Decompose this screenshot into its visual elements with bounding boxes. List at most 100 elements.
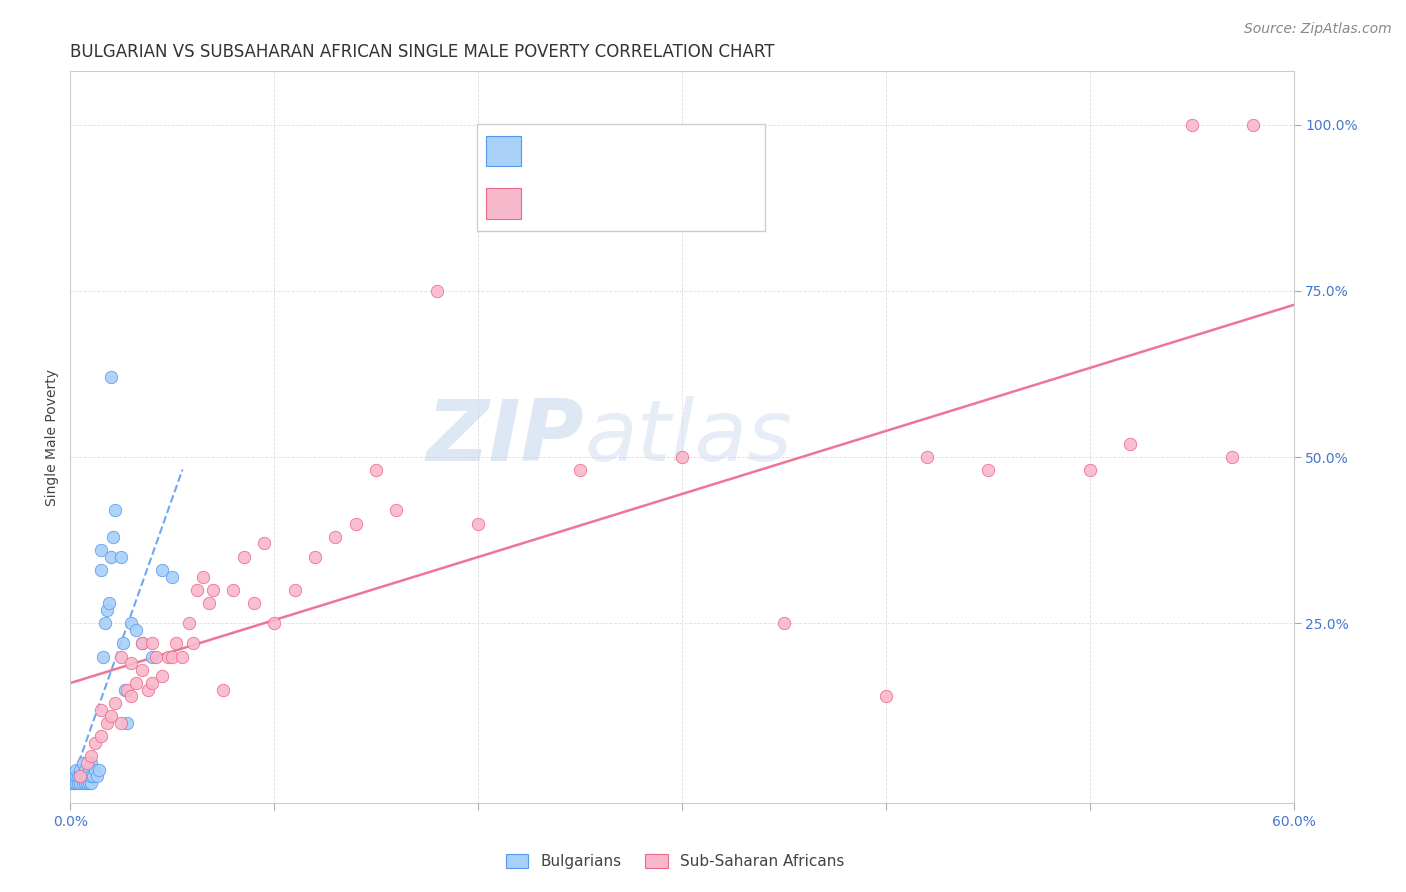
Point bbox=[467, 516, 489, 531]
Point bbox=[150, 563, 173, 577]
Point bbox=[83, 736, 105, 750]
Point bbox=[1241, 118, 1264, 132]
Point bbox=[191, 570, 214, 584]
Point bbox=[101, 530, 124, 544]
Point bbox=[76, 776, 98, 790]
Point bbox=[94, 616, 117, 631]
Point bbox=[165, 636, 187, 650]
Point bbox=[96, 603, 118, 617]
Point bbox=[198, 596, 221, 610]
Point bbox=[69, 769, 91, 783]
Point bbox=[366, 463, 388, 477]
Point bbox=[67, 769, 90, 783]
Point bbox=[117, 716, 139, 731]
Point bbox=[222, 582, 245, 597]
Point bbox=[121, 656, 143, 670]
Point bbox=[63, 769, 86, 783]
Point bbox=[875, 690, 897, 704]
Point bbox=[385, 503, 408, 517]
Point bbox=[426, 284, 449, 298]
Point bbox=[72, 776, 94, 790]
Point bbox=[124, 623, 146, 637]
Point bbox=[172, 649, 194, 664]
Point bbox=[110, 716, 132, 731]
Point bbox=[915, 450, 938, 464]
Point bbox=[73, 769, 96, 783]
Point bbox=[83, 763, 105, 777]
Point bbox=[117, 682, 139, 697]
Point bbox=[110, 549, 132, 564]
Point bbox=[100, 370, 122, 384]
Point bbox=[131, 663, 153, 677]
Point bbox=[79, 769, 103, 783]
Text: Source: ZipAtlas.com: Source: ZipAtlas.com bbox=[1244, 22, 1392, 37]
Point bbox=[114, 682, 136, 697]
Point bbox=[1220, 450, 1243, 464]
Point bbox=[104, 503, 127, 517]
Point bbox=[77, 763, 100, 777]
Point bbox=[243, 596, 266, 610]
Point bbox=[90, 543, 112, 558]
Point bbox=[86, 769, 108, 783]
Point bbox=[162, 649, 183, 664]
Point bbox=[131, 636, 153, 650]
Point bbox=[72, 769, 94, 783]
Point bbox=[104, 696, 127, 710]
Point bbox=[73, 763, 96, 777]
Point bbox=[79, 776, 103, 790]
Point bbox=[568, 463, 592, 477]
Point bbox=[90, 703, 112, 717]
Point bbox=[91, 649, 114, 664]
Point bbox=[232, 549, 254, 564]
Point bbox=[98, 596, 121, 610]
Point bbox=[79, 749, 103, 764]
Point bbox=[976, 463, 998, 477]
Legend: Bulgarians, Sub-Saharan Africans: Bulgarians, Sub-Saharan Africans bbox=[499, 848, 851, 875]
Point bbox=[145, 649, 167, 664]
Point bbox=[96, 716, 118, 731]
Point bbox=[67, 776, 90, 790]
Point bbox=[87, 763, 110, 777]
Point bbox=[131, 636, 153, 650]
Point bbox=[141, 676, 163, 690]
Point bbox=[121, 616, 143, 631]
Point bbox=[76, 769, 98, 783]
Point bbox=[177, 616, 200, 631]
Point bbox=[69, 769, 91, 783]
Point bbox=[73, 776, 96, 790]
Point bbox=[90, 729, 112, 743]
Point bbox=[65, 763, 87, 777]
Point bbox=[69, 776, 91, 790]
Y-axis label: Single Male Poverty: Single Male Poverty bbox=[45, 368, 59, 506]
Point bbox=[110, 649, 132, 664]
Text: BULGARIAN VS SUBSAHARAN AFRICAN SINGLE MALE POVERTY CORRELATION CHART: BULGARIAN VS SUBSAHARAN AFRICAN SINGLE M… bbox=[70, 44, 775, 62]
Point bbox=[121, 690, 143, 704]
Point bbox=[112, 636, 135, 650]
Point bbox=[124, 676, 146, 690]
Point bbox=[253, 536, 276, 550]
Text: atlas: atlas bbox=[583, 395, 792, 479]
Point bbox=[79, 756, 103, 770]
Point bbox=[77, 776, 100, 790]
Point bbox=[141, 649, 163, 664]
Point bbox=[65, 776, 87, 790]
Point bbox=[323, 530, 347, 544]
Point bbox=[304, 549, 326, 564]
Point bbox=[100, 549, 122, 564]
Point bbox=[76, 756, 98, 770]
Point bbox=[202, 582, 225, 597]
Point bbox=[72, 756, 94, 770]
Point bbox=[344, 516, 367, 531]
Point bbox=[671, 450, 693, 464]
Point bbox=[90, 563, 112, 577]
Point bbox=[212, 682, 235, 697]
Point bbox=[60, 776, 83, 790]
Point bbox=[263, 616, 285, 631]
Point bbox=[773, 616, 796, 631]
Point bbox=[82, 769, 104, 783]
Point bbox=[150, 669, 173, 683]
Point bbox=[157, 649, 180, 664]
Point bbox=[1119, 436, 1142, 450]
Point bbox=[63, 776, 86, 790]
Point bbox=[136, 682, 159, 697]
